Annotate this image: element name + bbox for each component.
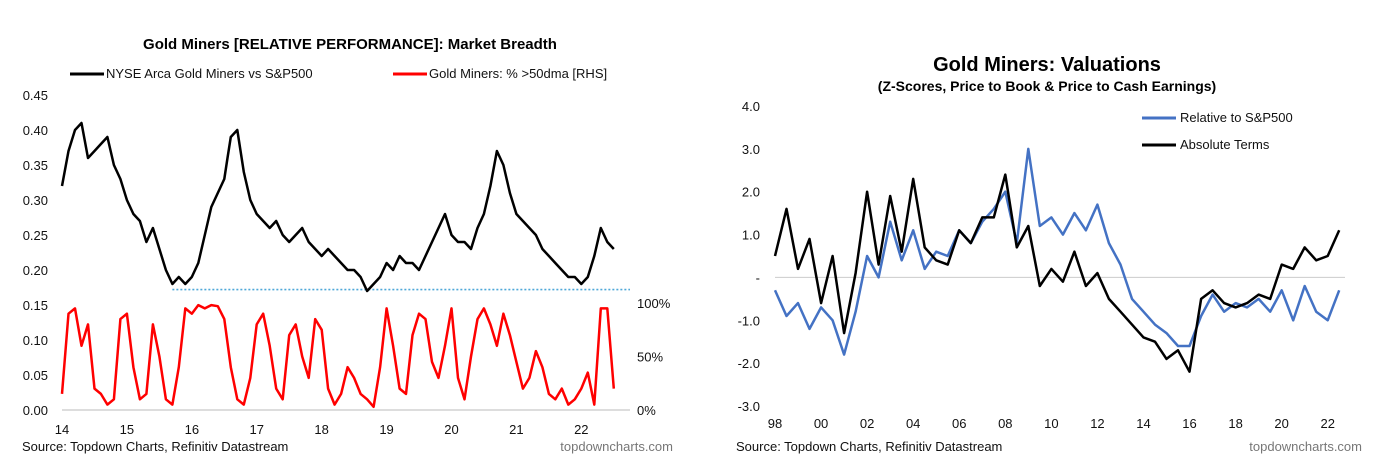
right-x-tick-label: 10 bbox=[1044, 416, 1058, 431]
left-y-tick-label: 0.45 bbox=[23, 88, 48, 103]
right-series-relative bbox=[773, 147, 1341, 356]
left-y-tick-label: 0.35 bbox=[23, 158, 48, 173]
right-plot-area bbox=[773, 147, 1345, 373]
left-y-tick-label: 0.15 bbox=[23, 298, 48, 313]
left-x-tick-label: 20 bbox=[444, 422, 458, 437]
right-legend-label-relative: Relative to S&P500 bbox=[1180, 110, 1293, 125]
right-y-tick-label: 4.0 bbox=[742, 99, 760, 114]
left-plot-area bbox=[60, 121, 630, 411]
right-x-tick-label: 20 bbox=[1274, 416, 1288, 431]
left-legend-label-breadth: Gold Miners: % >50dma [RHS] bbox=[429, 66, 607, 81]
left-y-tick-label: 0.10 bbox=[23, 333, 48, 348]
left-y2-tick-label: 0% bbox=[637, 403, 656, 418]
left-legend: NYSE Arca Gold Miners vs S&P500 Gold Min… bbox=[70, 66, 607, 81]
left-y-tick-label: 0.30 bbox=[23, 193, 48, 208]
right-x-tick-label: 12 bbox=[1090, 416, 1104, 431]
right-chart-title: Gold Miners: Valuations bbox=[933, 54, 1161, 76]
right-y-tick-label: - bbox=[756, 270, 760, 285]
right-y-tick-label: 3.0 bbox=[742, 142, 760, 157]
right-source-note: Source: Topdown Charts, Refinitiv Datast… bbox=[736, 439, 1002, 454]
right-y-tick-label: 1.0 bbox=[742, 228, 760, 243]
right-x-tick-label: 06 bbox=[952, 416, 966, 431]
left-y-tick-label: 0.00 bbox=[23, 403, 48, 418]
left-x-tick-label: 22 bbox=[574, 422, 588, 437]
left-y-tick-label: 0.20 bbox=[23, 263, 48, 278]
left-x-tick-label: 14 bbox=[55, 422, 69, 437]
left-y-tick-label: 0.25 bbox=[23, 228, 48, 243]
right-x-tick-label: 16 bbox=[1182, 416, 1196, 431]
right-brand: topdowncharts.com bbox=[1249, 439, 1362, 454]
right-y-tick-label: 2.0 bbox=[742, 185, 760, 200]
left-y2-tick-label: 50% bbox=[637, 350, 663, 365]
right-x-tick-label: 14 bbox=[1136, 416, 1150, 431]
left-chart-title: Gold Miners [RELATIVE PERFORMANCE]: Mark… bbox=[143, 36, 557, 53]
left-x-tick-label: 17 bbox=[250, 422, 264, 437]
right-x-tick-label: 02 bbox=[860, 416, 874, 431]
left-brand: topdowncharts.com bbox=[560, 439, 673, 454]
right-x-tick-label: 00 bbox=[814, 416, 828, 431]
left-series-relative bbox=[60, 121, 615, 293]
left-legend-label-relative: NYSE Arca Gold Miners vs S&P500 bbox=[106, 66, 313, 81]
right-x-axis: 98 00 02 04 06 08 10 12 14 16 18 20 22 bbox=[768, 416, 1335, 431]
right-x-tick-label: 08 bbox=[998, 416, 1012, 431]
right-y-tick-label: -1.0 bbox=[738, 313, 760, 328]
right-x-tick-label: 18 bbox=[1228, 416, 1242, 431]
left-y2-axis: 0% 50% 100% bbox=[637, 296, 671, 418]
left-x-tick-label: 16 bbox=[185, 422, 199, 437]
left-y-tick-label: 0.40 bbox=[23, 123, 48, 138]
left-source-note: Source: Topdown Charts, Refinitiv Datast… bbox=[22, 439, 288, 454]
right-series-absolute bbox=[773, 173, 1341, 373]
right-y-axis: -3.0-2.0-1.0-1.02.03.04.0 bbox=[738, 99, 760, 414]
right-x-tick-label: 98 bbox=[768, 416, 782, 431]
left-y-tick-label: 0.05 bbox=[23, 368, 48, 383]
left-x-tick-label: 21 bbox=[509, 422, 523, 437]
left-x-tick-label: 19 bbox=[379, 422, 393, 437]
right-legend-label-absolute: Absolute Terms bbox=[1180, 137, 1270, 152]
left-x-tick-label: 15 bbox=[120, 422, 134, 437]
right-x-tick-label: 22 bbox=[1320, 416, 1334, 431]
right-y-tick-label: -2.0 bbox=[738, 356, 760, 371]
right-chart-subtitle: (Z-Scores, Price to Book & Price to Cash… bbox=[878, 78, 1216, 94]
right-y-tick-label: -3.0 bbox=[738, 399, 760, 414]
left-x-axis: 14 15 16 17 18 19 20 21 22 bbox=[55, 422, 589, 437]
right-legend: Relative to S&P500 Absolute Terms bbox=[1142, 110, 1293, 152]
left-y-axis: 0.00 0.05 0.10 0.15 0.20 0.25 0.30 0.35 0.40 0.45 bbox=[23, 88, 48, 418]
left-y2-tick-label: 100% bbox=[637, 296, 671, 311]
left-series-breadth bbox=[60, 303, 616, 409]
left-x-tick-label: 18 bbox=[314, 422, 328, 437]
right-x-tick-label: 04 bbox=[906, 416, 920, 431]
